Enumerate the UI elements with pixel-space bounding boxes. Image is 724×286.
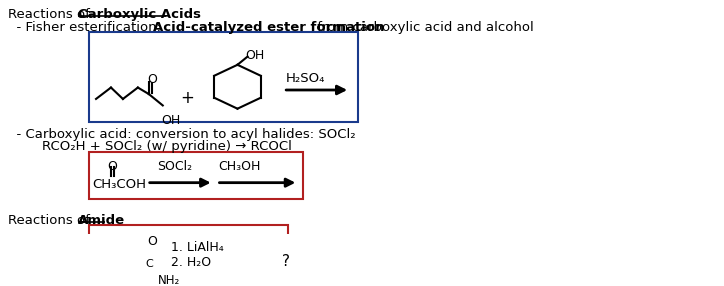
Text: Reactions of: Reactions of xyxy=(9,214,95,227)
Text: RCO₂H + SOCl₂ (w/ pyridine) → RCOCl: RCO₂H + SOCl₂ (w/ pyridine) → RCOCl xyxy=(9,140,292,153)
Text: H₂SO₄: H₂SO₄ xyxy=(285,72,324,85)
Text: 1. LiAlH₄: 1. LiAlH₄ xyxy=(171,241,224,254)
Text: ?: ? xyxy=(282,254,290,269)
Text: O: O xyxy=(107,160,117,173)
Text: - Fisher esterification:: - Fisher esterification: xyxy=(9,21,166,34)
Text: Amide: Amide xyxy=(78,214,125,227)
Text: NH₂: NH₂ xyxy=(158,274,180,286)
Text: O: O xyxy=(147,73,156,86)
Text: SOCl₂: SOCl₂ xyxy=(157,160,192,173)
Text: C: C xyxy=(146,259,153,269)
Bar xyxy=(89,152,303,199)
Text: +: + xyxy=(181,89,195,107)
Text: - Carboxylic acid: conversion to acyl halides: SOCl₂: - Carboxylic acid: conversion to acyl ha… xyxy=(9,128,356,141)
Bar xyxy=(89,225,288,275)
Text: CH₃OH: CH₃OH xyxy=(219,160,261,173)
Text: O: O xyxy=(147,235,156,248)
Text: Acid-catalyzed ester formation: Acid-catalyzed ester formation xyxy=(153,21,384,34)
Text: CH₃COH: CH₃COH xyxy=(92,178,146,191)
Text: Reactions of: Reactions of xyxy=(9,8,95,21)
Text: OH: OH xyxy=(245,49,265,61)
Text: from carboxylic acid and alcohol: from carboxylic acid and alcohol xyxy=(313,21,534,34)
Text: OH: OH xyxy=(161,114,180,127)
Bar xyxy=(89,32,358,122)
Text: 2. H₂O: 2. H₂O xyxy=(171,256,211,269)
Text: Carboxylic Acids: Carboxylic Acids xyxy=(78,8,201,21)
